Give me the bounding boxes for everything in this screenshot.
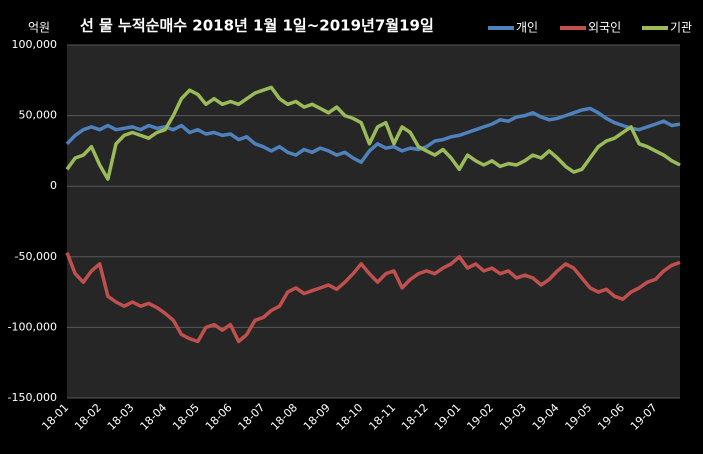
y-tick-label: -50,000 [15, 250, 57, 263]
chart-title: 선 물 누적순매수 2018년 1월 1일~2019년7월19일 [80, 17, 434, 35]
y-tick-label: 0 [50, 179, 57, 192]
y-tick-label: -150,000 [8, 391, 57, 404]
y-axis-label: 억원 [28, 21, 50, 35]
series-line [65, 106, 681, 164]
y-tick-label: 50,000 [19, 109, 58, 122]
series-line [65, 85, 681, 181]
series-line [65, 251, 681, 344]
legend-label: 개인 [516, 21, 538, 35]
plot-area [67, 45, 680, 398]
y-tick-label: 100,000 [12, 38, 58, 51]
legend-label: 기관 [670, 21, 692, 35]
legend-label: 외국인 [588, 21, 621, 35]
y-tick-label: -100,000 [8, 320, 57, 333]
